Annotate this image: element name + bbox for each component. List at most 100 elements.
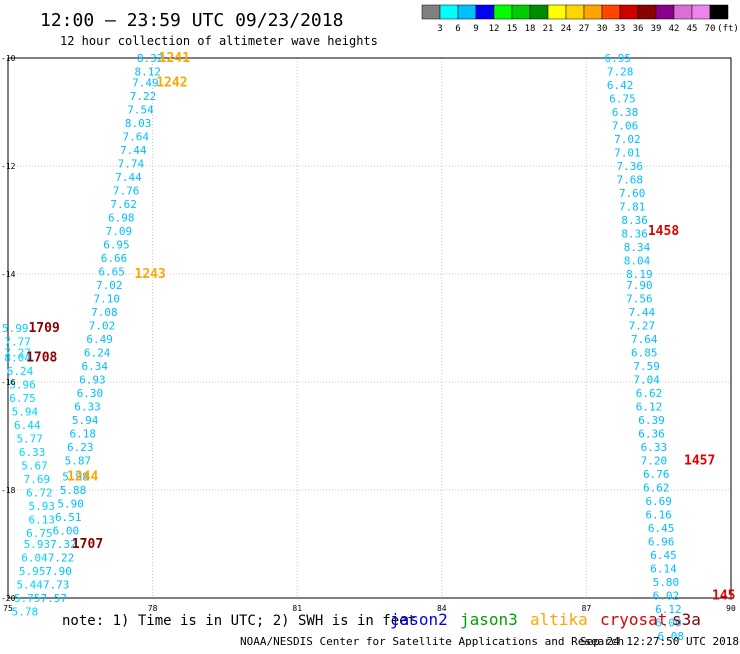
wave-height-label: 7.74 — [118, 157, 145, 170]
x-tick-label: 78 — [148, 604, 158, 613]
wave-height-label: 7.81 — [619, 201, 646, 214]
color-scale-label: 30 — [597, 24, 608, 34]
color-swatch — [655, 4, 675, 20]
wave-height-label: 7.01 — [614, 147, 641, 160]
satellite-legend: jason2 jason3 altika cryosat s3a — [390, 610, 701, 629]
axis-ticks: 75 78 81 84 87 90 -10 -12 -14 -16 -18 -20 — [1, 54, 736, 613]
pass-time-label: 1243 — [135, 267, 166, 282]
wave-height-label: 6.95 — [604, 52, 631, 65]
wave-height-label: 7.77 — [4, 336, 31, 349]
wave-height-label: 6.16 — [645, 508, 672, 521]
wave-height-label: 7.64 — [631, 333, 658, 346]
wave-height-label: 6.23 — [67, 441, 94, 454]
wave-height-label: 6.24 — [84, 346, 111, 359]
wave-height-label: 7.02 — [96, 279, 123, 292]
wave-height-label: 6.12 — [636, 400, 663, 413]
wave-height-label: 6.30 — [77, 387, 104, 400]
color-swatch — [601, 4, 621, 20]
wave-height-label: 7.10 — [94, 292, 121, 305]
x-tick-label: 84 — [437, 604, 447, 613]
color-swatch — [637, 4, 657, 20]
wave-height-label: 7.44 — [629, 306, 656, 319]
wave-height-label: 7.36 — [617, 160, 644, 173]
wave-height-label: 5.99 — [2, 322, 29, 335]
wave-height-label: 6.75 — [9, 392, 36, 405]
wave-height-label: 5.80 — [653, 576, 680, 589]
wave-height-label: 5.93 — [28, 500, 55, 513]
wave-height-label: 6.49 — [86, 333, 113, 346]
color-swatch — [565, 4, 585, 20]
wave-height-label: 8.04 — [4, 352, 31, 365]
color-scale-label: 18 — [525, 24, 536, 34]
chart-subtitle: 12 hour collection of altimeter wave hei… — [60, 34, 378, 48]
wave-height-label: 7.59 — [633, 360, 660, 373]
wave-height-label: 5.77 — [16, 433, 43, 446]
wave-height-label: 7.02 — [614, 133, 641, 146]
pass-time-label: 1241 — [159, 51, 190, 66]
color-scale-label: 39 — [651, 24, 662, 34]
wave-height-label: 6.85 — [631, 346, 658, 359]
color-swatch — [439, 4, 459, 20]
wave-height-label: 6.75 — [26, 527, 53, 540]
wave-height-label: 6.33 — [641, 441, 668, 454]
wave-height-label: 6.72 — [26, 487, 53, 500]
wave-height-label: 7.76 — [113, 184, 140, 197]
wave-height-label: 7.90 — [45, 565, 72, 578]
wave-height-label: 7.44 — [115, 171, 142, 184]
wave-height-label: 6.38 — [612, 106, 639, 119]
color-swatch — [511, 4, 531, 20]
y-tick-label: -14 — [1, 270, 16, 279]
color-scale-label: 3 — [437, 24, 442, 34]
wave-height-label: 6.04 — [21, 552, 48, 565]
color-scale-label: 9 — [473, 24, 478, 34]
color-scale-label: 70 — [705, 24, 716, 34]
wave-height-label: 5.75 — [14, 592, 41, 605]
y-tick-label: -10 — [1, 54, 16, 63]
color-swatch — [673, 4, 693, 20]
wave-height-label: 5.90 — [57, 498, 84, 511]
wave-height-label: 7.56 — [626, 292, 653, 305]
wave-height-label: 5.96 — [9, 379, 36, 392]
series-cryosat-east: 6.957.286.426.756.387.067.027.017.367.68… — [604, 52, 735, 643]
x-tick-label: 81 — [292, 604, 302, 613]
series-altika: 8.328.127.497.227.548.037.647.447.747.44… — [41, 51, 191, 605]
wave-height-label: 7.06 — [612, 120, 639, 133]
color-swatch — [457, 4, 477, 20]
wave-height-label: 6.62 — [636, 387, 663, 400]
legend-cryosat: cryosat — [600, 610, 667, 629]
wave-height-label: 5.78 — [12, 606, 39, 619]
pass-time-label: 1457 — [684, 453, 715, 468]
wave-height-label: 5.44 — [16, 579, 43, 592]
color-scale-label: (ft) — [717, 24, 739, 34]
wave-height-label: 6.24 — [7, 365, 34, 378]
wave-height-label: 8.04 — [624, 255, 651, 268]
wave-height-label: 6.18 — [69, 427, 96, 440]
wave-height-label: 7.08 — [91, 306, 118, 319]
wave-height-label: 7.49 — [132, 76, 159, 89]
wave-height-label: 7.69 — [24, 473, 51, 486]
wave-height-label: 8.03 — [125, 117, 152, 130]
wave-height-label: 5.94 — [72, 414, 99, 427]
wave-height-label: 5.88 — [60, 484, 87, 497]
wave-height-label: 7.32 — [50, 538, 77, 551]
series-cryosat: 5.997.777.278.046.245.966.755.946.445.77… — [2, 321, 103, 619]
wave-height-label: 8.36 — [621, 214, 648, 227]
legend-jason2: jason2 — [390, 610, 448, 629]
wave-height-label: 6.00 — [53, 525, 80, 538]
wave-height-label: 5.87 — [65, 454, 92, 467]
wave-height-label: 7.28 — [607, 66, 634, 79]
wave-height-label: 6.13 — [28, 514, 55, 527]
color-swatch — [421, 4, 441, 20]
wave-height-label: 8.32 — [137, 52, 164, 65]
pass-time-label: 1242 — [156, 75, 187, 90]
wave-height-label: 7.04 — [633, 373, 660, 386]
wave-height-label: 7.62 — [110, 198, 137, 211]
x-tick-label: 90 — [726, 604, 736, 613]
wave-height-label: 7.60 — [619, 187, 646, 200]
color-swatch — [583, 4, 603, 20]
wave-height-label: 6.02 — [653, 589, 680, 602]
wave-height-label: 8.12 — [135, 66, 162, 79]
color-scale-label: 6 — [455, 24, 460, 34]
wave-height-label: 6.98 — [108, 211, 135, 224]
